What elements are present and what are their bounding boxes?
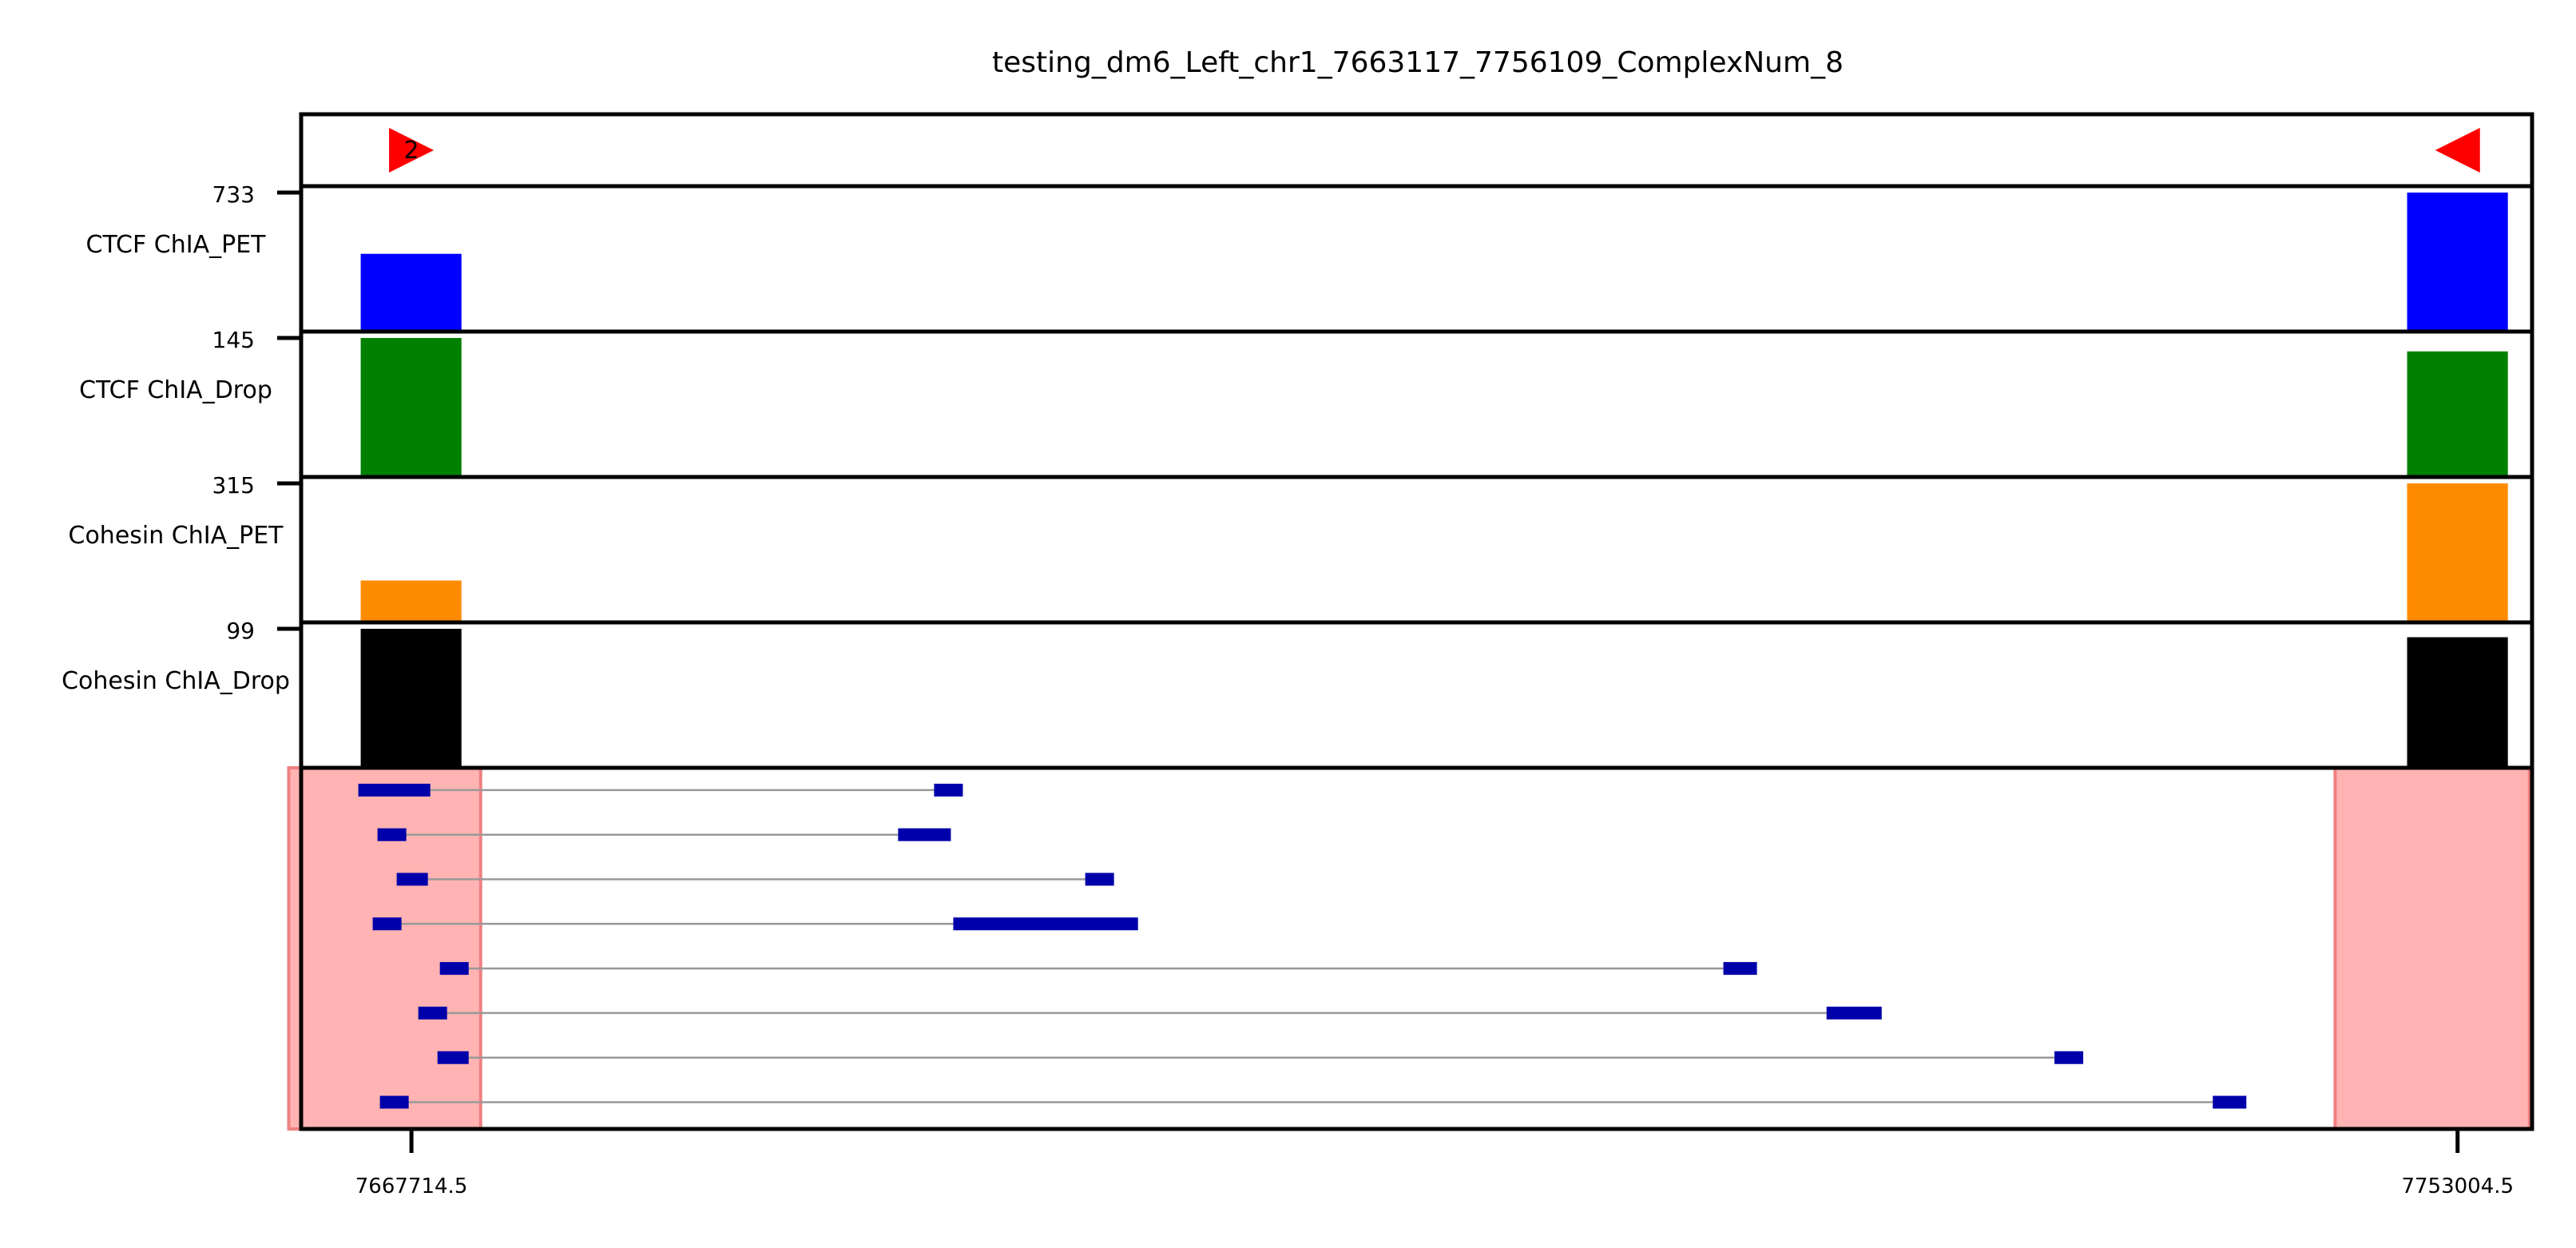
complex-8-fragment-1 [379, 1095, 409, 1109]
complex-1-fragment-1 [358, 783, 431, 797]
signal-bar-track2-anchor2 [2407, 351, 2508, 477]
complex-3-fragment-1 [396, 872, 428, 886]
track-name-4: Cohesin ChIA_Drop [62, 667, 290, 695]
complex-6-fragment-1 [418, 1006, 447, 1019]
complex-7-fragment-2 [2054, 1051, 2084, 1064]
complex-2-fragment-2 [898, 828, 951, 841]
signal-bar-track4-anchor1 [360, 629, 462, 768]
signal-bar-track3-anchor2 [2407, 483, 2508, 622]
signal-bar-track3-anchor1 [360, 580, 462, 622]
track-labels: 733 CTCF ChIA_PET 145 CTCF ChIA_Drop 315 Cohe… [62, 181, 301, 695]
anchor-arrow-1 [389, 128, 435, 173]
anchor-layer: 2 [389, 128, 2480, 173]
complex-4-fragment-1 [372, 917, 402, 931]
track-max-label-4: 99 [226, 618, 255, 644]
complexes-layer [358, 783, 2247, 1109]
track-max-label-1: 733 [212, 181, 255, 208]
complex-5-fragment-1 [439, 962, 469, 976]
track-name-1: CTCF ChIA_PET [86, 231, 267, 259]
signal-bars-layer [360, 193, 2508, 768]
track-name-3: Cohesin ChIA_PET [69, 522, 284, 550]
complex-7-fragment-1 [437, 1051, 469, 1064]
complex-3-fragment-2 [1085, 872, 1114, 886]
panel-frames [299, 112, 2534, 1131]
track-max-label-3: 315 [212, 472, 255, 499]
signal-bar-track4-anchor2 [2407, 637, 2508, 768]
x-tick-label-2: 7753004.5 [2401, 1174, 2514, 1198]
chart-title: testing_dm6_Left_chr1_7663117_7756109_Co… [992, 46, 1844, 79]
signal-bar-track1-anchor1 [360, 253, 462, 332]
complex-6-fragment-2 [1826, 1006, 1882, 1019]
complex-4-fragment-2 [953, 917, 1138, 931]
highlight-region-2 [2333, 766, 2531, 1131]
signal-bar-track1-anchor2 [2407, 193, 2508, 332]
anchor-arrow-2 [2435, 128, 2480, 173]
complex-2-fragment-1 [377, 828, 407, 841]
signal-bar-track2-anchor1 [360, 338, 462, 477]
anchor-label-1: 2 [404, 137, 419, 165]
complex-1-fragment-2 [934, 783, 963, 797]
highlight-layer [287, 766, 2531, 1131]
complex-5-fragment-2 [1723, 962, 1757, 976]
track-name-2: CTCF ChIA_Drop [79, 376, 272, 404]
x-axis: 7667714.5 7753004.5 [355, 1129, 2514, 1198]
track-max-label-2: 145 [212, 327, 255, 353]
highlight-region-1 [287, 766, 482, 1131]
x-tick-label-1: 7667714.5 [355, 1174, 468, 1198]
complex-8-fragment-2 [2213, 1095, 2247, 1109]
